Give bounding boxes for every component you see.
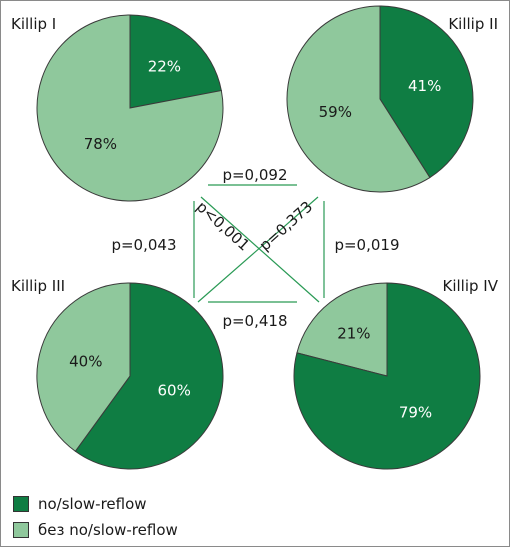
p-value-killip-ii-killip-iii: p=0,373 xyxy=(256,198,316,255)
legend-item-no-slow-reflow: no/slow-reflow xyxy=(13,493,178,515)
pie-killip-iii: 60% 40% Killip III xyxy=(11,277,224,470)
p-value-killip-i-killip-iv: p<0,001 xyxy=(193,198,253,255)
pie-killip-i: 22% 78% Killip I xyxy=(11,14,224,202)
pie-killip-ii: 41% 59% Killip II xyxy=(286,5,498,193)
connector-killip-ii-killip-iii xyxy=(197,196,319,303)
slice-value-label: 60% xyxy=(158,381,191,399)
connector-killip-i-killip-iv xyxy=(200,196,320,303)
pie-title: Killip IV xyxy=(443,277,499,295)
legend: no/slow-reflow без no/slow-reflow xyxy=(13,493,178,545)
p-value-killip-iii-killip-iv: p=0,418 xyxy=(222,312,287,330)
p-value-killip-i-killip-iii: p=0,043 xyxy=(111,236,176,254)
pie-slice-without-no-slow-reflow xyxy=(36,14,224,202)
pie-charts-figure: 22% 78% Killip I 41% 59% Killip II 60% 40% Killi… xyxy=(11,5,499,470)
pie-slice-no-slow-reflow xyxy=(293,282,481,470)
slice-value-label: 79% xyxy=(399,404,432,422)
slice-value-label: 59% xyxy=(319,103,352,121)
legend-swatch-without-no-slow-reflow xyxy=(13,522,29,538)
comparison-connectors xyxy=(193,184,325,303)
pie-title: Killip II xyxy=(448,15,498,33)
pie-slice-no-slow-reflow xyxy=(74,282,224,470)
pie-slice-without-no-slow-reflow xyxy=(286,5,431,193)
slice-value-label: 40% xyxy=(69,353,102,371)
legend-item-without-no-slow-reflow: без no/slow-reflow xyxy=(13,519,178,541)
p-value-killip-ii-killip-iv: p=0,019 xyxy=(334,236,399,254)
slice-value-label: 22% xyxy=(148,57,181,75)
legend-label: без no/slow-reflow xyxy=(38,521,178,539)
pie-slice-no-slow-reflow xyxy=(379,5,474,179)
pie-slice-without-no-slow-reflow xyxy=(36,282,131,452)
pie-title: Killip III xyxy=(11,277,65,295)
pie-charts: 22% 78% Killip I 41% 59% Killip II 60% 40% Killi… xyxy=(11,5,499,470)
pie-killip-iv: 21% 79% Killip IV xyxy=(293,277,499,470)
slice-value-label: 41% xyxy=(408,77,441,95)
pie-slice-without-no-slow-reflow xyxy=(296,282,388,377)
slice-value-label: 21% xyxy=(337,324,370,342)
legend-swatch-no-slow-reflow xyxy=(13,496,29,512)
legend-label: no/slow-reflow xyxy=(38,495,147,513)
p-value-killip-i-killip-ii: p=0,092 xyxy=(222,166,287,184)
pie-title: Killip I xyxy=(11,15,56,33)
slice-value-label: 78% xyxy=(84,135,117,153)
pie-slice-no-slow-reflow xyxy=(129,14,222,109)
